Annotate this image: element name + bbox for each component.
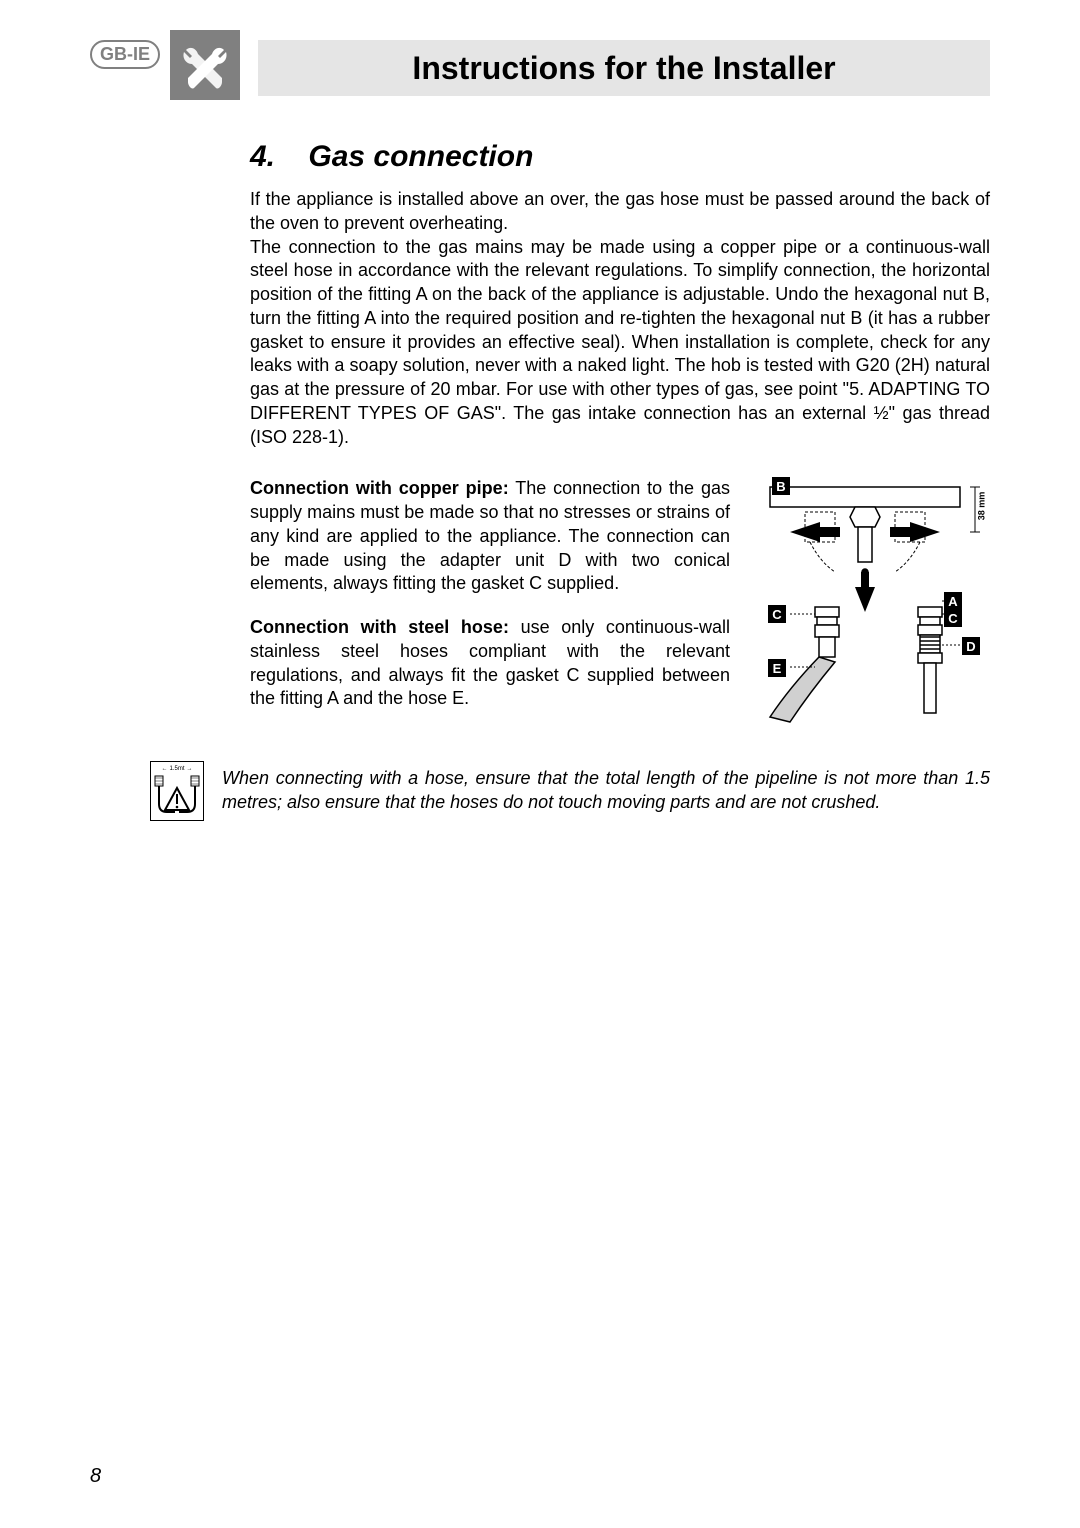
connection-text-column: Connection with copper pipe: The connect… (250, 477, 730, 731)
title-bar: Instructions for the Installer (258, 40, 990, 96)
diagram-label-c-left: C (768, 605, 786, 623)
content-area: 4. Gas connection If the appliance is in… (250, 140, 990, 821)
warning-icon: ←1.5mt→ (150, 761, 204, 821)
gas-connection-diagram: B A C C D E 38 mm (760, 477, 990, 727)
copper-pipe-lead: Connection with copper pipe: (250, 478, 509, 498)
warning-icon-top-label: ←1.5mt→ (161, 766, 192, 772)
header-row: GB-IE Instructions for the Installer (90, 30, 990, 100)
steel-hose-lead: Connection with steel hose: (250, 617, 509, 637)
intro-paragraph: If the appliance is installed above an o… (250, 188, 990, 449)
section-title: Gas connection (308, 140, 533, 173)
connection-details-row: Connection with copper pipe: The connect… (250, 477, 990, 731)
copper-pipe-paragraph: Connection with copper pipe: The connect… (250, 477, 730, 596)
diagram-label-c-right: C (944, 609, 962, 627)
installer-tools-icon (170, 30, 240, 100)
page: GB-IE Instructions for the Installer 4. … (0, 0, 1080, 1528)
diagram-label-b: B (772, 477, 790, 495)
section-number: 4. (250, 140, 275, 173)
section-heading: 4. Gas connection (250, 140, 990, 174)
language-badge: GB-IE (90, 40, 160, 69)
diagram-label-a: A (944, 592, 962, 610)
page-number: 8 (90, 1465, 101, 1488)
page-title: Instructions for the Installer (412, 50, 835, 87)
diagram-label-d: D (962, 637, 980, 655)
warning-text: When connecting with a hose, ensure that… (222, 767, 990, 815)
steel-hose-paragraph: Connection with steel hose: use only con… (250, 616, 730, 711)
warning-row: ←1.5mt→ (250, 761, 990, 821)
diagram-dimension: 38 mm (977, 492, 987, 521)
diagram-label-e: E (768, 659, 786, 677)
